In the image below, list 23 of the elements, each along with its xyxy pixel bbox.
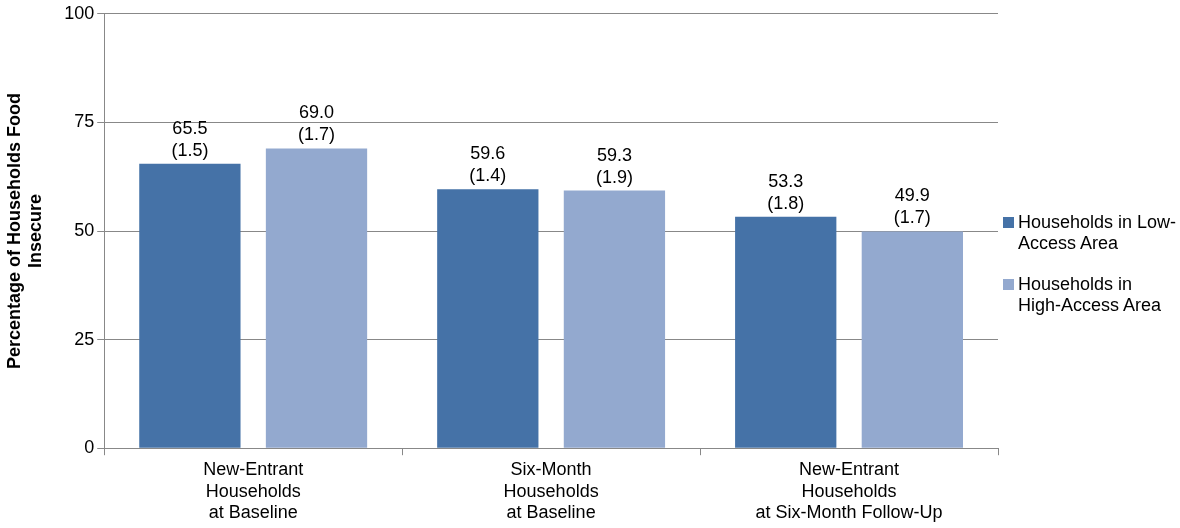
data-label: 65.5 (1.5) (171, 117, 209, 160)
x-tick-label: New-Entrant Households at Baseline (203, 458, 304, 523)
bar (437, 189, 539, 448)
data-label: 49.9 (1.7) (893, 185, 931, 228)
bar (861, 231, 963, 448)
bar (563, 190, 666, 448)
y-tick-label: 25 (74, 328, 95, 349)
bar (265, 148, 368, 448)
legend-label: Households in Low-Access Area (1018, 212, 1178, 254)
data-label: 53.3 (1.8) (767, 170, 805, 213)
data-label: 69.0 (1.7) (297, 102, 336, 145)
x-tick-label: Six-Month Households at Baseline (503, 458, 599, 523)
y-tick-label: 100 (64, 2, 95, 23)
y-tick-label: 50 (74, 219, 95, 240)
legend-label: Households in High-Access Area (1018, 274, 1163, 316)
x-tick-label: New-Entrant Households at Six-Month Follow-Up (755, 458, 943, 523)
data-label: 59.3 (1.9) (595, 144, 633, 187)
y-tick-label: 75 (74, 111, 95, 132)
bar (139, 163, 241, 448)
y-tick-label: 0 (84, 437, 95, 458)
bar (735, 216, 837, 448)
y-axis-title: Percentage of Households Food Insecure (3, 92, 46, 370)
data-label: 59.6 (1.4) (469, 143, 507, 186)
